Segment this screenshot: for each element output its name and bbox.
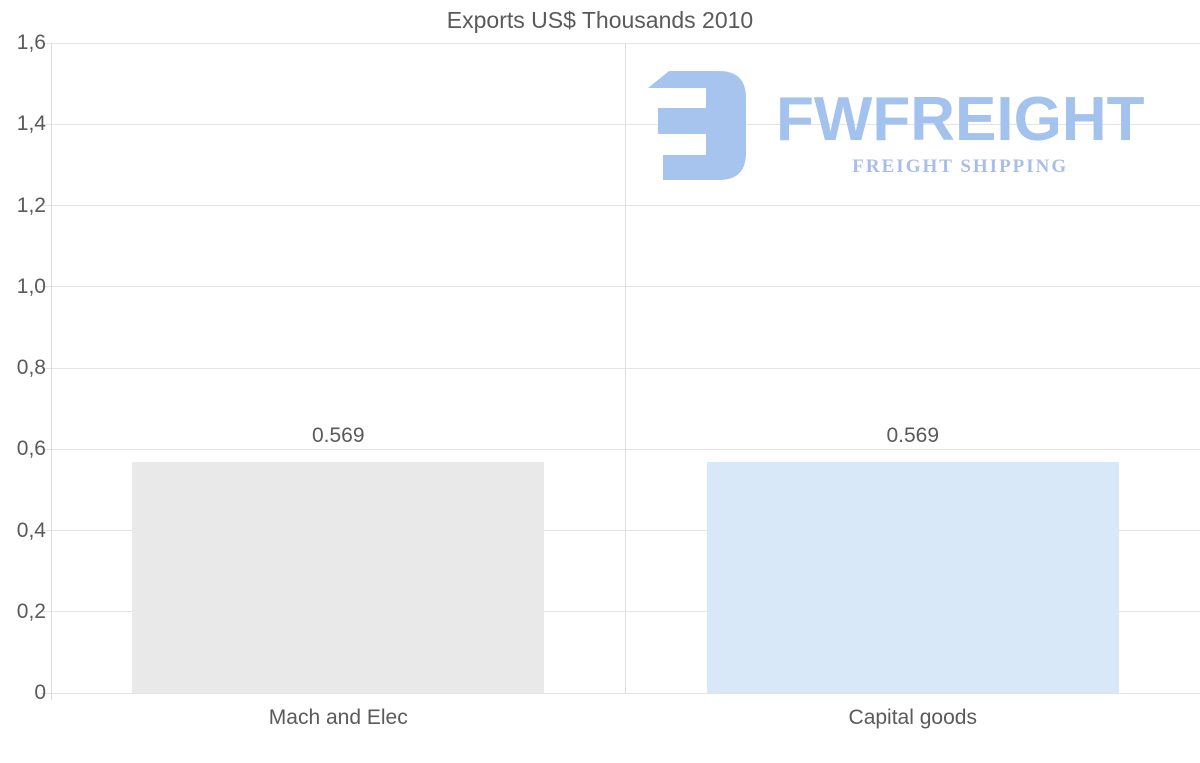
y-gridline — [41, 367, 1200, 369]
bar-mach-and-elec — [132, 461, 545, 693]
brand-name: FWFREIGHT — [776, 85, 1145, 154]
y-gridline — [41, 448, 1200, 450]
x-axis-category-label: Capital goods — [848, 706, 977, 729]
y-axis-tick-label: 1,0 — [16, 274, 46, 298]
brand-tagline: FREIGHT SHIPPING — [852, 156, 1069, 177]
y-gridline — [41, 286, 1200, 288]
category-separator-line — [625, 43, 626, 693]
y-axis-line — [51, 43, 52, 700]
x-axis-category-label: Mach and Elec — [268, 706, 408, 729]
y-axis-tick-label: 0,6 — [16, 437, 46, 461]
chart-title: Exports US$ Thousands 2010 — [446, 7, 754, 33]
y-gridline — [41, 42, 1200, 44]
y-axis-tick-label: 0 — [34, 681, 46, 704]
y-axis-tick-label: 1,6 — [16, 31, 46, 54]
y-gridline — [41, 205, 1200, 206]
y-gridline — [41, 692, 1200, 694]
bar-capital-goods — [706, 461, 1119, 693]
fwfreight-logo-icon — [648, 71, 746, 180]
y-gridline — [41, 611, 1200, 613]
brand-text-block: FWFREIGHT FREIGHT SHIPPING — [776, 85, 1145, 178]
y-gridline — [41, 123, 1200, 125]
y-axis-tick-label: 0,2 — [16, 599, 46, 623]
y-axis-tick-label: 1,4 — [16, 112, 46, 136]
y-axis-tick-label: 0,4 — [16, 518, 46, 542]
bar-value-label: 0.569 — [311, 423, 365, 447]
y-gridline — [41, 530, 1200, 531]
y-axis-tick-label: 0,8 — [16, 356, 46, 379]
y-axis-tick-label: 1,2 — [16, 193, 46, 217]
bar-value-label: 0.569 — [886, 423, 940, 447]
brand-watermark: FWFREIGHT FREIGHT SHIPPING — [648, 66, 1145, 185]
